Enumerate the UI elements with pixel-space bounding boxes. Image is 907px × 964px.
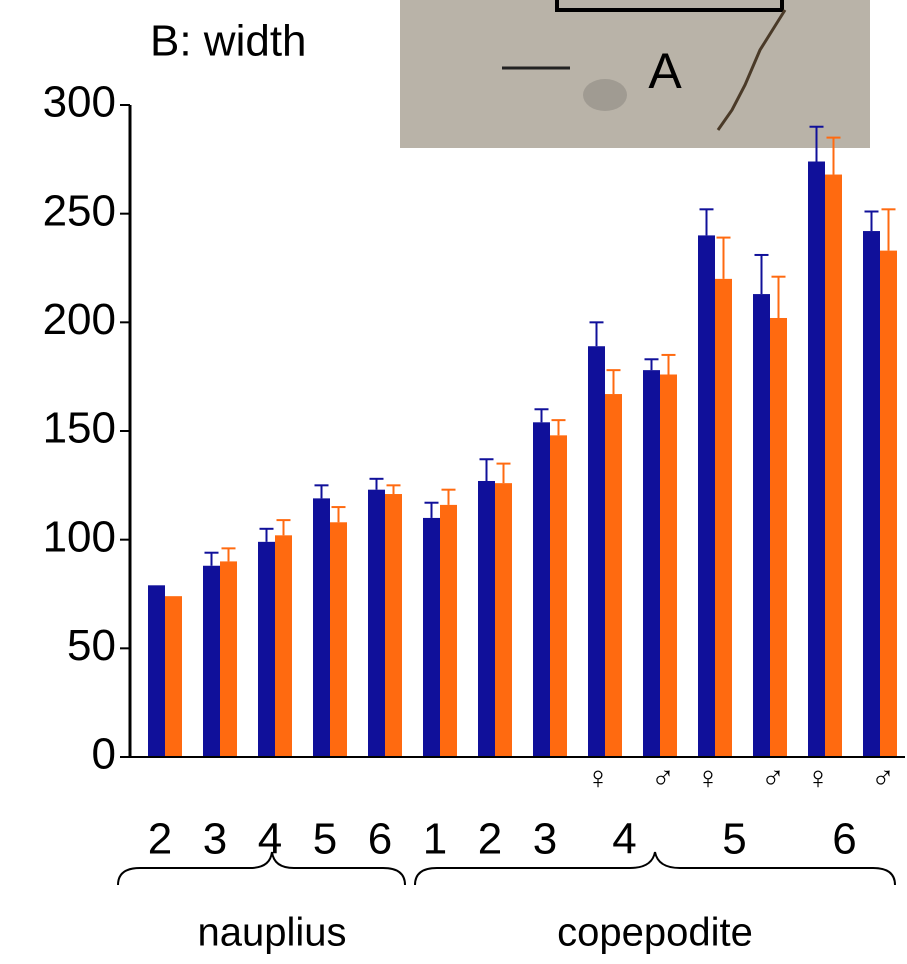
bar [880, 250, 897, 757]
x-tick-label: 4 [258, 815, 282, 864]
y-tick-label: 150 [43, 404, 116, 453]
bar [770, 317, 787, 757]
bar [313, 498, 330, 757]
bar [368, 489, 385, 757]
x-tick-label: 5 [722, 815, 746, 864]
bar [533, 422, 550, 757]
sex-label: ♀ [586, 759, 610, 795]
sex-label: ♂ [871, 759, 895, 795]
inset-label: A [648, 43, 682, 99]
bar [330, 522, 347, 757]
photo-crack [716, 9, 787, 131]
bar [385, 494, 402, 757]
sex-label: ♀ [806, 759, 830, 795]
bar [148, 585, 165, 757]
x-tick-label: 3 [533, 815, 557, 864]
bar [203, 565, 220, 757]
y-tick-label: 100 [43, 512, 116, 561]
group-label: copepodite [557, 911, 753, 955]
bar [220, 561, 237, 757]
photo-frame [555, 0, 784, 12]
bar [863, 231, 880, 757]
sex-label: ♂ [761, 759, 785, 795]
bar [698, 235, 715, 757]
bar [588, 346, 605, 757]
bar [660, 374, 677, 757]
bar [825, 174, 842, 758]
x-tick-label: 1 [423, 815, 447, 864]
x-tick-label: 4 [612, 815, 636, 864]
x-tick-label: 6 [368, 815, 392, 864]
brace [117, 851, 406, 886]
y-tick-label: 250 [43, 186, 116, 235]
x-tick-label: 5 [313, 815, 337, 864]
x-tick-label: 2 [478, 815, 502, 864]
sex-label: ♀ [696, 759, 720, 795]
bar [440, 504, 457, 757]
photo-blob [583, 79, 627, 111]
bar [715, 278, 732, 757]
bar [165, 596, 182, 757]
bar [258, 541, 275, 757]
y-tick-label: 300 [43, 78, 116, 127]
bar [605, 394, 622, 757]
bar [275, 535, 292, 757]
sex-label: ♂ [651, 759, 675, 795]
bar [550, 435, 567, 757]
brace [414, 851, 896, 886]
y-tick-label: 0 [92, 730, 116, 779]
x-tick-label: 2 [148, 815, 172, 864]
bar [753, 294, 770, 757]
bar [478, 480, 495, 757]
inset-photo: A [400, 0, 870, 148]
bar [643, 370, 660, 757]
y-tick-label: 200 [43, 295, 116, 344]
x-tick-label: 3 [203, 815, 227, 864]
bar [808, 161, 825, 758]
chart-title: B: width [150, 17, 307, 66]
group-label: nauplius [197, 911, 346, 955]
photo-background [400, 0, 870, 148]
y-tick-label: 50 [67, 621, 116, 670]
x-tick-label: 6 [832, 815, 856, 864]
bar [423, 517, 440, 757]
bar [495, 483, 512, 757]
